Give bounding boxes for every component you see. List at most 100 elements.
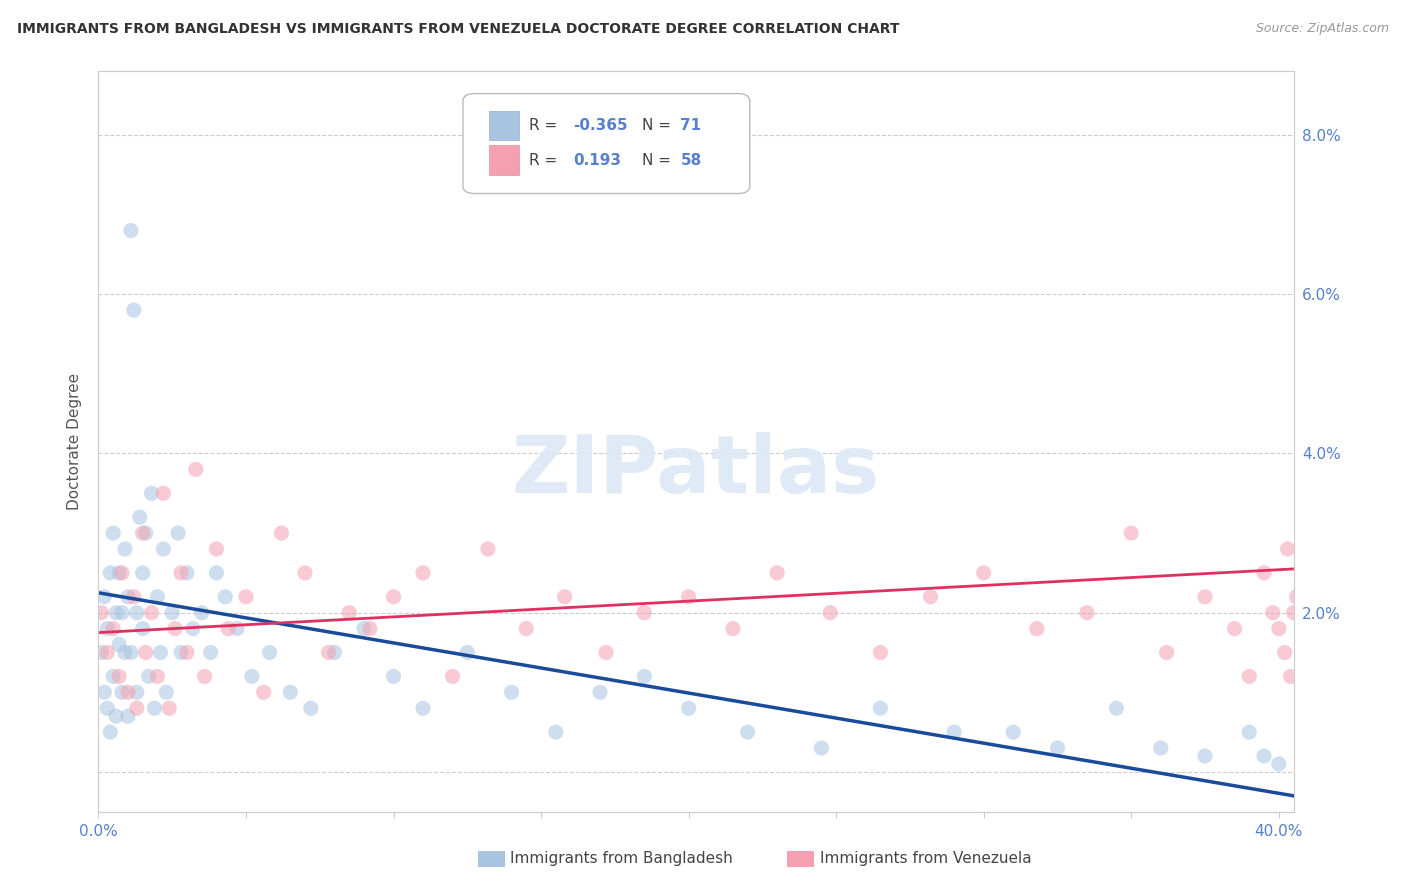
Point xyxy=(122,303,145,318)
Point xyxy=(146,590,169,604)
Point xyxy=(1046,741,1069,756)
Point xyxy=(766,566,789,580)
Y-axis label: Doctorate Degree: Doctorate Degree xyxy=(67,373,83,510)
Point xyxy=(226,622,249,636)
Point xyxy=(190,606,212,620)
Point xyxy=(125,685,148,699)
Point xyxy=(973,566,995,580)
Point xyxy=(146,669,169,683)
Point xyxy=(98,725,121,739)
Point xyxy=(131,622,153,636)
Point xyxy=(160,606,183,620)
Point xyxy=(152,541,174,556)
Point xyxy=(1156,646,1178,660)
Point xyxy=(90,646,112,660)
Point xyxy=(93,685,115,699)
Point xyxy=(120,646,142,660)
Point xyxy=(205,541,228,556)
Point xyxy=(105,606,128,620)
Point xyxy=(184,462,207,476)
Point xyxy=(818,606,841,620)
Point xyxy=(412,701,434,715)
Point xyxy=(259,646,281,660)
Point xyxy=(501,685,523,699)
Point xyxy=(477,541,499,556)
FancyBboxPatch shape xyxy=(489,111,519,140)
Point xyxy=(205,566,228,580)
Point xyxy=(869,646,891,660)
Text: 58: 58 xyxy=(681,153,702,168)
Point xyxy=(101,622,124,636)
Point xyxy=(810,741,832,756)
Point xyxy=(131,526,153,541)
Point xyxy=(111,685,134,699)
Point xyxy=(1002,725,1025,739)
Point xyxy=(108,566,131,580)
Point xyxy=(943,725,966,739)
Point xyxy=(141,606,163,620)
FancyBboxPatch shape xyxy=(489,145,519,175)
Point xyxy=(299,701,322,715)
Text: 0.193: 0.193 xyxy=(572,153,621,168)
Point xyxy=(117,685,139,699)
Point xyxy=(869,701,891,715)
Point xyxy=(96,701,118,715)
Point xyxy=(633,669,655,683)
Point xyxy=(1194,590,1216,604)
Point xyxy=(323,646,346,660)
Text: IMMIGRANTS FROM BANGLADESH VS IMMIGRANTS FROM VENEZUELA DOCTORATE DEGREE CORRELA: IMMIGRANTS FROM BANGLADESH VS IMMIGRANTS… xyxy=(17,22,900,37)
Point xyxy=(235,590,257,604)
Point xyxy=(1239,725,1261,739)
Point xyxy=(125,606,148,620)
Point xyxy=(200,646,222,660)
Point xyxy=(170,566,193,580)
Bar xyxy=(478,851,505,867)
Text: Immigrants from Venezuela: Immigrants from Venezuela xyxy=(820,852,1032,866)
FancyBboxPatch shape xyxy=(463,94,749,194)
Point xyxy=(131,566,153,580)
Point xyxy=(1279,669,1302,683)
Point xyxy=(1253,749,1275,764)
Point xyxy=(108,638,131,652)
Point xyxy=(128,510,150,524)
Point xyxy=(1194,749,1216,764)
Point xyxy=(120,223,142,237)
Point xyxy=(1268,622,1291,636)
Point xyxy=(176,646,198,660)
Point xyxy=(1076,606,1098,620)
Text: -0.365: -0.365 xyxy=(572,118,627,133)
Point xyxy=(353,622,375,636)
Point xyxy=(122,590,145,604)
Point xyxy=(157,701,180,715)
Point xyxy=(456,646,478,660)
Text: 71: 71 xyxy=(681,118,702,133)
Bar xyxy=(787,851,814,867)
Point xyxy=(117,709,139,723)
Point xyxy=(412,566,434,580)
Point xyxy=(181,622,204,636)
Point xyxy=(194,669,217,683)
Point xyxy=(155,685,177,699)
Text: Source: ZipAtlas.com: Source: ZipAtlas.com xyxy=(1256,22,1389,36)
Point xyxy=(678,590,700,604)
Point xyxy=(165,622,187,636)
Point xyxy=(170,646,193,660)
Point xyxy=(152,486,174,500)
Text: Immigrants from Bangladesh: Immigrants from Bangladesh xyxy=(510,852,733,866)
Point xyxy=(382,590,405,604)
Point xyxy=(1277,541,1299,556)
Point xyxy=(108,669,131,683)
Point xyxy=(633,606,655,620)
Point xyxy=(1223,622,1246,636)
Point xyxy=(105,709,128,723)
Point xyxy=(101,669,124,683)
Point xyxy=(176,566,198,580)
Point xyxy=(114,646,136,660)
Point xyxy=(141,486,163,500)
Point xyxy=(214,590,236,604)
Point xyxy=(101,526,124,541)
Point xyxy=(278,685,301,699)
Point xyxy=(135,646,157,660)
Point xyxy=(1261,606,1284,620)
Point xyxy=(1105,701,1128,715)
